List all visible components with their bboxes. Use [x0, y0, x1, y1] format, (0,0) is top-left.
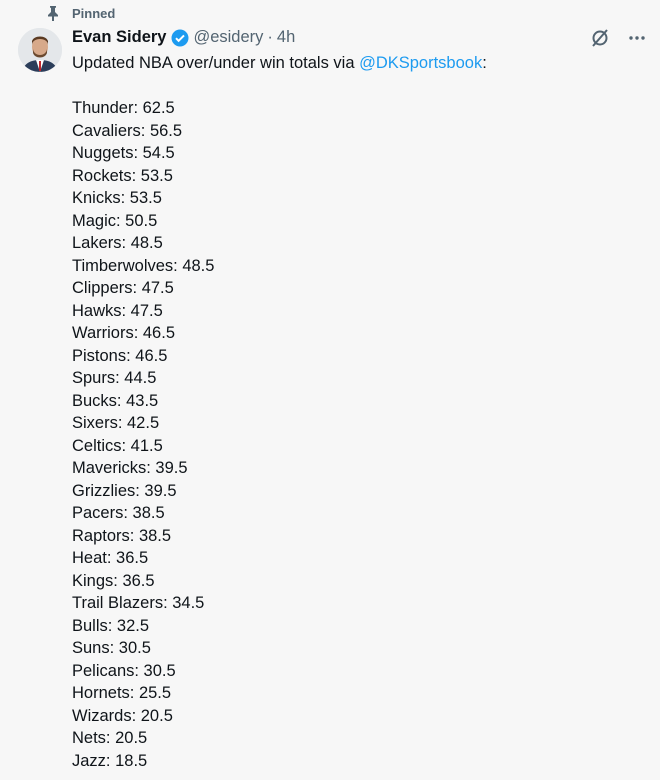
author-handle[interactable]: @esidery: [193, 28, 264, 46]
win-total-line: Cavaliers: 56.5: [72, 121, 183, 140]
win-total-line: Hornets: 25.5: [72, 684, 172, 702]
win-total-line: Clippers: 47.5: [72, 279, 174, 297]
tweet-intro-line: Updated NBA over/under win totals via @D…: [72, 52, 487, 75]
verified-badge-icon: [171, 29, 189, 46]
win-total-line: Knicks: 53.5: [72, 189, 162, 207]
win-total-line: Bulls: 32.5: [72, 616, 150, 635]
win-total-line: Mavericks: 39.5: [72, 459, 188, 477]
tweet-header: Evan Sidery @esidery · 4h: [72, 28, 295, 47]
win-total-line: Heat: 36.5: [72, 549, 149, 567]
win-total-line: Warriors: 46.5: [72, 324, 175, 342]
intro-suffix: :: [482, 54, 487, 72]
win-total-line: Wizards: 20.5: [72, 706, 173, 725]
win-total-line: Nets: 20.5: [72, 729, 148, 747]
timestamp[interactable]: 4h: [276, 28, 296, 46]
pinned-indicator: Pinned: [46, 5, 115, 21]
win-total-line: Lakers: 48.5: [72, 234, 163, 252]
win-total-line: Pelicans: 30.5: [72, 661, 176, 680]
win-total-line: Hawks: 47.5: [72, 301, 163, 320]
win-total-line: Jazz: 18.5: [72, 751, 148, 770]
win-total-line: Trail Blazers: 34.5: [72, 594, 205, 612]
win-total-line: Sixers: 42.5: [72, 414, 160, 432]
avatar[interactable]: [18, 28, 62, 72]
pin-icon: [48, 6, 58, 21]
win-total-line: Bucks: 43.5: [72, 391, 159, 410]
tweet-text: Updated NBA over/under win totals via @D…: [72, 52, 487, 772]
win-total-line: Rockets: 53.5: [72, 166, 173, 185]
grok-icon[interactable]: [590, 28, 610, 48]
more-icon[interactable]: [628, 35, 646, 41]
intro-text: Updated NBA over/under win totals via: [72, 54, 360, 72]
win-total-line: Grizzlies: 39.5: [72, 481, 177, 500]
win-total-line: Timberwolves: 48.5: [72, 256, 215, 275]
win-total-line: Suns: 30.5: [72, 639, 151, 657]
win-total-line: Spurs: 44.5: [72, 369, 157, 387]
win-total-line: Thunder: 62.5: [72, 99, 175, 117]
win-total-line: Celtics: 41.5: [72, 436, 163, 455]
pinned-label: Pinned: [72, 5, 116, 21]
author-name[interactable]: Evan Sidery: [72, 28, 167, 46]
win-total-line: Magic: 50.5: [72, 211, 158, 230]
win-total-line: Kings: 36.5: [72, 571, 155, 590]
win-total-line: Nuggets: 54.5: [72, 144, 175, 162]
mention-link[interactable]: @DKSportsbook: [359, 54, 483, 72]
win-total-line: Pacers: 38.5: [72, 504, 165, 522]
win-total-line: Pistons: 46.5: [72, 346, 168, 365]
tweet-actions: [590, 28, 646, 48]
separator: ·: [267, 28, 273, 46]
win-total-line: Raptors: 38.5: [72, 526, 172, 545]
win-totals-list: Thunder: 62.5 Cavaliers: 56.5 Nuggets: 54.…: [72, 97, 487, 772]
